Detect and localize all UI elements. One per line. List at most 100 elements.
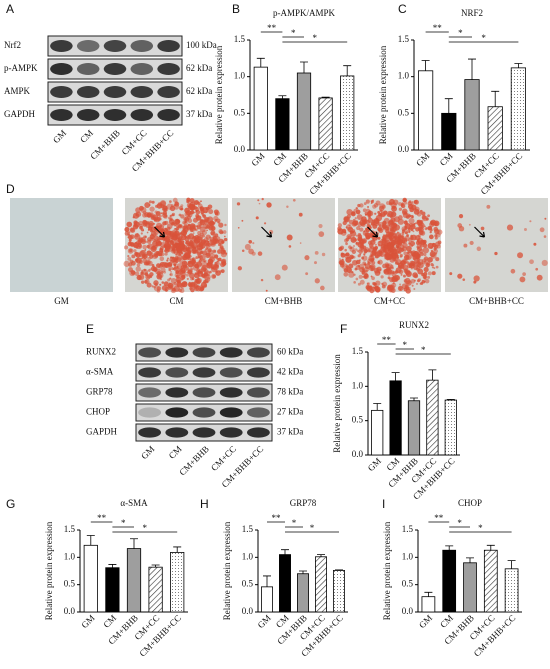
stain-spot [193, 205, 198, 210]
stain-spot [196, 247, 203, 255]
stain-spot [382, 235, 387, 240]
stain-spot [149, 206, 155, 212]
stain-spot [206, 252, 211, 257]
chart-title: RUNX2 [399, 320, 429, 330]
stain-spot [378, 228, 384, 233]
blot-band [130, 40, 154, 52]
stain-spot [220, 261, 226, 268]
stain-spot [219, 270, 222, 273]
size-label: 27 kDa [277, 407, 303, 417]
stain-spot [131, 254, 136, 259]
stain-spot [166, 226, 171, 231]
stain-spot [366, 282, 370, 286]
stain-spot [159, 256, 165, 262]
stain-spot [176, 281, 183, 288]
stain-spot [372, 282, 377, 286]
blot-band [192, 347, 216, 358]
stain-spot [195, 215, 202, 221]
stain-spot [174, 224, 177, 227]
blot-band [76, 86, 100, 98]
stain-spot [410, 244, 414, 248]
error-bar [108, 564, 117, 568]
stain-spot [422, 247, 430, 254]
stain-spot [189, 227, 192, 230]
error-bar [263, 575, 271, 587]
y-tick-label: 0.5 [64, 579, 76, 589]
stain-spot [158, 224, 165, 230]
bar [105, 567, 120, 613]
stain-spot [224, 223, 227, 227]
stain-spot [305, 272, 309, 276]
stain-spot [212, 239, 218, 245]
stain-spot [473, 275, 480, 282]
protein-label: p-AMPK [4, 63, 38, 73]
stain-spot [374, 252, 377, 255]
protein-label: GRP78 [86, 387, 113, 397]
stain-spot [355, 242, 358, 245]
stain-spot [523, 228, 527, 232]
y-tick-label: 0.0 [402, 606, 414, 616]
stain-spot [517, 252, 524, 259]
size-label: 100 kDa [186, 40, 217, 50]
stain-spot [353, 245, 355, 247]
stain-spot [345, 237, 350, 242]
blot-band [219, 347, 243, 358]
y-tick-label: 0.5 [234, 107, 246, 117]
blot-band [50, 86, 73, 98]
stain-spot [356, 226, 361, 231]
stain-spot [344, 253, 351, 260]
stain-spot [389, 277, 395, 283]
stain-spot [225, 252, 228, 255]
stain-spot [533, 242, 537, 246]
stain-spot [420, 224, 424, 228]
stain-spot [342, 228, 347, 233]
blot-band [50, 40, 73, 52]
stain-spot [200, 209, 202, 212]
stain-spot [378, 205, 385, 212]
stain-spot [469, 240, 474, 246]
stain-spot [389, 237, 394, 242]
stain-spot [343, 272, 349, 277]
y-tick-label: 1.5 [242, 524, 254, 534]
y-tick-label: 1.5 [352, 346, 364, 356]
stain-spot [458, 214, 464, 219]
error-bar [335, 569, 343, 571]
stain-spot [177, 238, 180, 240]
stain-spot [224, 235, 226, 238]
stain-spot [196, 261, 202, 267]
stain-spot [159, 283, 162, 286]
stain-spot [364, 211, 368, 215]
stain-spot [164, 252, 168, 256]
stain-spot [217, 257, 222, 262]
stain-spot [359, 203, 364, 208]
stain-spot [380, 275, 384, 279]
stain-spot [423, 253, 427, 257]
stain-spot [365, 199, 370, 204]
stain-spot [180, 204, 184, 208]
stain-spot [379, 212, 383, 217]
stain-spot [161, 261, 168, 268]
stain-spot [214, 210, 220, 216]
stain-spot [420, 281, 424, 285]
stain-spot [433, 247, 437, 251]
stain-spot [123, 260, 130, 267]
significance-label: ** [433, 23, 443, 33]
stain-spot [494, 251, 498, 256]
stain-spot [139, 225, 143, 230]
stain-spot [149, 272, 154, 277]
stain-spot [368, 265, 375, 272]
stain-spot [463, 243, 468, 248]
stain-spot [522, 272, 526, 276]
stain-spot [367, 205, 370, 208]
stain-spot [427, 256, 433, 263]
stain-spot [388, 264, 390, 267]
stain-spot [147, 214, 151, 218]
y-tick-label: 1.5 [64, 524, 76, 534]
stain-spot [204, 276, 211, 283]
stain-spot [151, 285, 154, 288]
stain-spot [370, 250, 376, 257]
stain-spot [244, 243, 251, 250]
stain-spot [168, 266, 171, 270]
bar [126, 548, 142, 613]
stain-spot [345, 242, 348, 246]
